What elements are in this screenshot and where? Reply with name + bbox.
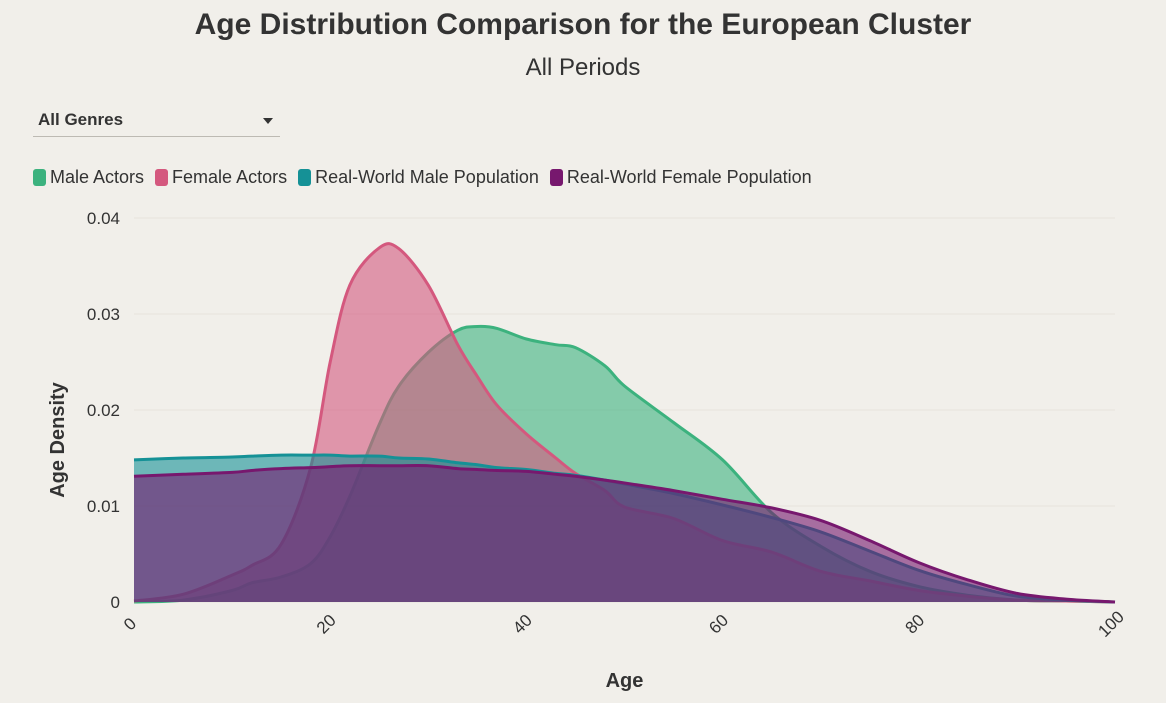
legend-item-female-actors[interactable]: Female Actors [155, 167, 287, 188]
series-area-real-world-female-population [134, 465, 1115, 602]
chart-subtitle: All Periods [525, 54, 641, 81]
x-tick-label: 20 [313, 611, 340, 638]
legend-swatch [33, 168, 46, 186]
legend-label: Male Actors [50, 166, 145, 187]
y-tick-label: 0.01 [87, 497, 120, 516]
legend-item-real-world-male-population[interactable]: Real-World Male Population [298, 167, 539, 188]
genre-dropdown[interactable]: All Genres [33, 106, 280, 137]
y-axis-label: Age Density [47, 381, 69, 497]
legend-swatch [549, 168, 563, 186]
x-tick-label: 80 [902, 611, 929, 638]
x-tick-label: 60 [705, 611, 732, 638]
chevron-down-icon[interactable] [263, 118, 273, 124]
y-tick-label: 0.02 [87, 401, 120, 420]
legend-item-male-actors[interactable]: Male Actors [33, 167, 144, 188]
legend-swatch [155, 168, 169, 186]
y-tick-label: 0 [111, 593, 120, 612]
chart-title: Age Distribution Comparison for the Euro… [194, 8, 972, 41]
legend-label: Female Actors [172, 166, 288, 187]
chart-legend: Male Actors Female Actors Real-World Male … [33, 165, 823, 189]
legend-label: Real-World Female Population [566, 166, 812, 187]
genre-dropdown-value: All Genres [38, 110, 124, 129]
x-tick-label: 40 [509, 611, 536, 638]
y-tick-label: 0.04 [87, 209, 120, 228]
x-tick-label: 0 [120, 614, 140, 634]
series-line-real-world-female-population [133, 463, 1116, 604]
legend-label: Real-World Male Population [315, 166, 539, 187]
y-tick-label: 0.03 [87, 305, 120, 324]
x-tick-label: 100 [1094, 607, 1127, 640]
legend-item-real-world-female-population[interactable]: Real-World Female Population [549, 166, 812, 188]
x-axis-label: Age [606, 670, 644, 692]
legend-swatch [298, 168, 312, 186]
